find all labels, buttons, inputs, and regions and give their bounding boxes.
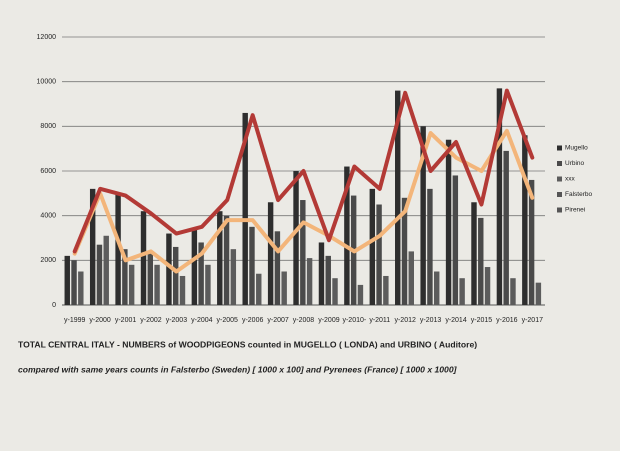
bar (71, 260, 77, 305)
x-tick-label: y-2017 (522, 317, 544, 324)
line (72, 128, 535, 274)
x-tick-label: y-2004 (191, 317, 213, 324)
bar (249, 226, 255, 305)
bar (376, 204, 382, 305)
x-tick-label: y-2011 (369, 317, 390, 324)
legend-label: Falsterbo (565, 191, 592, 198)
bar (205, 264, 211, 305)
bar (383, 275, 389, 305)
bar (242, 112, 248, 305)
bar (408, 251, 414, 305)
bar (256, 273, 262, 305)
bar (173, 246, 179, 305)
bar (274, 231, 281, 305)
x-tick-label: y-2015 (471, 317, 493, 324)
x-tick-label: y-2006 (242, 317, 264, 324)
bar (459, 278, 465, 305)
legend-marker (557, 192, 562, 197)
bar (325, 255, 331, 305)
x-tick-label: y-2003 (166, 317, 188, 324)
bar (522, 135, 528, 305)
bar (332, 278, 338, 305)
bar (478, 217, 484, 305)
legend-marker (557, 145, 562, 151)
bar (535, 282, 542, 305)
x-tick-label: y-2001 (115, 317, 137, 324)
bar (471, 202, 477, 305)
bar (223, 215, 230, 305)
bar (344, 166, 350, 305)
bar (503, 150, 509, 305)
x-tick-label: y-2010- (342, 317, 366, 324)
x-tick-label: y-2016 (496, 317, 518, 324)
bar (89, 188, 96, 305)
bar (140, 211, 147, 305)
caption: TOTAL CENTRAL ITALY - NUMBERS of WOODPIG… (18, 339, 477, 349)
bar (267, 202, 274, 305)
x-tick-label: y-2002 (140, 317, 162, 324)
bar (510, 278, 516, 305)
bar (357, 284, 364, 305)
legend-label: xxx (565, 176, 576, 183)
x-tick-label: y-2000 (89, 317, 111, 324)
bar (427, 188, 433, 305)
x-tick-label: y-1999 (64, 317, 86, 324)
bar (496, 88, 503, 305)
bar (306, 258, 313, 305)
bar (445, 139, 452, 305)
legend-marker (557, 161, 562, 166)
bar (191, 229, 198, 305)
bar (154, 264, 160, 305)
bar (401, 197, 408, 305)
y-tick-label: 10000 (37, 79, 57, 86)
bar (452, 175, 459, 305)
bar (484, 267, 491, 305)
bar (179, 275, 186, 305)
bar (128, 264, 135, 305)
bar (293, 171, 299, 305)
legend-label: Pirenei (565, 207, 585, 214)
bar (122, 249, 128, 305)
y-tick-label: 12000 (37, 34, 57, 41)
legend-marker (557, 207, 562, 213)
line (72, 88, 535, 254)
y-tick-label: 0 (52, 302, 56, 309)
bar (395, 90, 401, 305)
legend-label: Urbino (565, 160, 585, 167)
y-tick-label: 4000 (40, 213, 56, 220)
y-tick-label: 8000 (40, 123, 56, 130)
bar (369, 188, 376, 305)
x-tick-label: y-2005 (217, 317, 239, 324)
x-tick-label: y-2008 (293, 317, 315, 324)
caption: compared with same years counts in Falst… (18, 364, 458, 374)
y-tick-label: 2000 (40, 257, 56, 264)
x-tick-label: y-2014 (445, 317, 467, 324)
legend-label: Mugello (565, 145, 588, 152)
y-tick-label: 6000 (40, 168, 56, 175)
bar (147, 253, 154, 305)
bar (115, 193, 121, 305)
bar (420, 126, 426, 305)
bar (217, 211, 223, 305)
x-tick-label: y-2009 (318, 317, 340, 324)
x-tick-label: y-2007 (267, 317, 289, 324)
bar (433, 271, 440, 305)
x-tick-label: y-2012 (394, 317, 416, 324)
bar (64, 255, 70, 305)
legend-marker (557, 176, 562, 182)
bar (166, 233, 172, 305)
x-tick-label: y-2013 (420, 317, 442, 324)
bar (528, 179, 535, 305)
bar (300, 200, 306, 305)
bar (78, 271, 84, 305)
bar (198, 242, 204, 305)
bar (103, 235, 109, 305)
bar (281, 271, 287, 305)
bar (318, 242, 325, 305)
bar (230, 249, 237, 305)
bar (96, 244, 103, 305)
